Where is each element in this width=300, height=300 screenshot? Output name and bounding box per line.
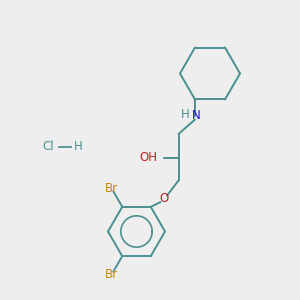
Text: H: H (74, 140, 82, 154)
Text: Cl: Cl (42, 140, 54, 154)
Text: Br: Br (105, 182, 118, 195)
Text: H: H (181, 108, 190, 121)
Text: O: O (159, 192, 168, 205)
Text: OH: OH (140, 152, 158, 164)
Text: Br: Br (105, 268, 118, 281)
Text: N: N (192, 110, 201, 122)
